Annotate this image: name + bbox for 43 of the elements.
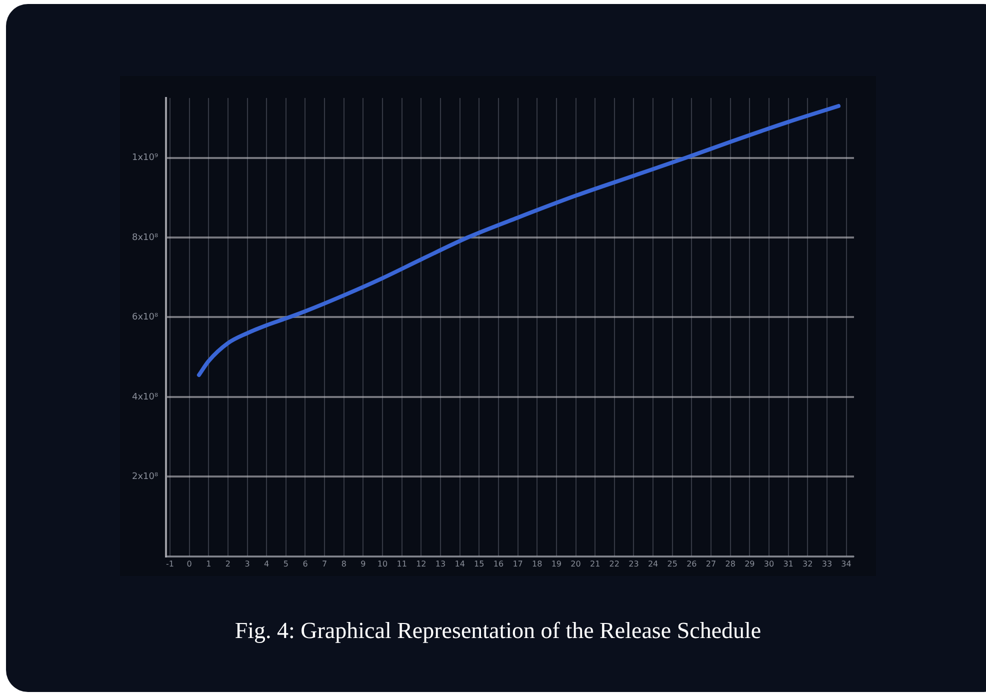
x-tick-label: 15 <box>474 559 484 568</box>
x-tick-label: 3 <box>244 559 250 568</box>
x-tick-label: 12 <box>416 559 426 568</box>
x-tick-label: 16 <box>493 559 504 568</box>
x-tick-label: 29 <box>744 559 755 568</box>
x-tick-label: -1 <box>166 559 174 568</box>
x-tick-label: 17 <box>512 559 523 568</box>
x-tick-label: 22 <box>609 559 620 568</box>
y-tick-label: 4x10⁸ <box>132 392 158 402</box>
x-tick-label: 9 <box>360 559 366 568</box>
x-tick-label: 10 <box>377 559 388 568</box>
x-tick-label: 5 <box>283 559 288 568</box>
x-tick-label: 11 <box>396 559 407 568</box>
y-tick-label: 6x10⁸ <box>132 312 158 323</box>
x-tick-label: 21 <box>590 559 600 568</box>
x-tick-label: 23 <box>628 559 639 568</box>
x-tick-label: 30 <box>764 559 774 568</box>
x-tick-label: 24 <box>648 559 658 568</box>
x-tick-label: 0 <box>186 559 192 568</box>
x-tick-label: 19 <box>551 559 562 568</box>
x-tick-label: 2 <box>225 559 230 568</box>
x-tick-label: 8 <box>341 559 346 568</box>
x-tick-label: 4 <box>264 559 270 568</box>
x-tick-label: 31 <box>783 559 794 568</box>
text: Fig. 4: Graphical Representation of the Release Schedule <box>234 618 762 644</box>
x-tick-label: 14 <box>454 559 465 568</box>
line-series <box>196 104 841 378</box>
x-tick-label: 7 <box>322 559 328 568</box>
x-tick-label: 6 <box>302 559 308 568</box>
y-tick-label: 8x10⁸ <box>132 232 158 243</box>
y-tick-label: 1x10⁹ <box>132 153 158 164</box>
y-tick-label: 2x10⁸ <box>132 472 158 482</box>
x-tick-label: 27 <box>706 559 716 568</box>
x-tick-label: 20 <box>570 559 581 568</box>
x-tick-label: 34 <box>841 559 852 568</box>
x-tick-label: 28 <box>725 559 736 568</box>
x-tick-label: 26 <box>686 559 697 568</box>
x-tick-label: 25 <box>667 559 678 568</box>
x-tick-label: 13 <box>435 559 446 568</box>
x-tick-label: 33 <box>822 559 832 568</box>
x-tick-label: 1 <box>206 559 212 568</box>
x-tick-label: 32 <box>802 559 813 568</box>
x-tick-label: 18 <box>532 559 542 568</box>
